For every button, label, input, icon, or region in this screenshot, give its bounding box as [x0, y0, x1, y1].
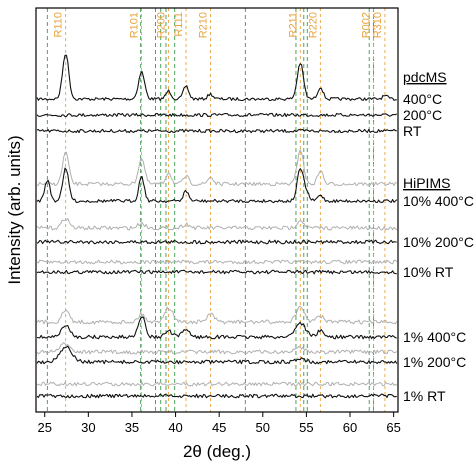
x-tick-label-45: 45	[212, 420, 226, 435]
x-axis-label: 2θ (deg.)	[183, 442, 251, 461]
reflection-label-r211: R211	[287, 12, 299, 37]
series-line-2	[36, 128, 397, 134]
pattern-series	[36, 54, 398, 399]
x-tick-label-55: 55	[299, 420, 313, 435]
x-tick-label-35: 35	[125, 420, 139, 435]
x-tick-label-60: 60	[343, 420, 357, 435]
reflection-label-r310: R310	[372, 12, 384, 38]
reflection-label-r200: R200	[156, 12, 168, 38]
series-label-0: 400°C	[403, 91, 442, 107]
series-line-0	[36, 54, 397, 102]
series-line-12	[36, 345, 398, 365]
series-label-14: 1% RT	[403, 388, 446, 404]
series-line-13	[36, 381, 398, 387]
reflection-label-r111: R111	[173, 12, 185, 37]
reflection-labels: R110 R101 R200 R111 R210 R211 R220 R002 R310	[53, 12, 384, 38]
plot-frame	[35, 7, 399, 413]
group-label-hipims: HiPIMS	[403, 175, 450, 191]
series-label-8: 10% RT	[403, 264, 454, 280]
reflection-label-r210: R210	[197, 12, 209, 38]
reflection-label-r110: R110	[53, 12, 65, 37]
series-line-6	[36, 239, 397, 245]
series-line-7	[36, 259, 398, 265]
series-line-4	[36, 167, 398, 204]
series-label-6: 10% 200°C	[403, 234, 474, 250]
series-line-14	[36, 393, 397, 399]
series-label-4: 10% 400°C	[403, 193, 474, 209]
x-tick-label-50: 50	[256, 420, 270, 435]
series-line-5	[36, 218, 398, 231]
x-tick-label-25: 25	[37, 420, 51, 435]
series-label-1: 200°C	[403, 107, 442, 123]
series-label-2: RT	[403, 123, 422, 139]
series-line-1	[36, 112, 398, 118]
reflection-label-r002: R002	[361, 12, 373, 38]
x-axis-ticks: 25 30 35 40 45 50 55 60 65	[37, 412, 401, 435]
x-tick-label-30: 30	[81, 420, 95, 435]
series-line-3	[36, 149, 397, 187]
series-label-10: 1% 400°C	[403, 329, 466, 345]
series-line-9	[36, 305, 398, 325]
group-label-pdcms: pdcMS	[403, 69, 447, 85]
series-line-8	[36, 269, 397, 275]
reflection-label-r101: R101	[129, 12, 141, 38]
y-axis-label: Intensity (arb. units)	[5, 135, 24, 284]
series-label-12: 1% 200°C	[403, 354, 466, 370]
reflection-label-r220: R220	[307, 12, 319, 38]
series-line-11	[36, 342, 398, 355]
x-tick-label-65: 65	[386, 420, 400, 435]
x-tick-label-40: 40	[168, 420, 182, 435]
series-line-10	[36, 316, 397, 340]
